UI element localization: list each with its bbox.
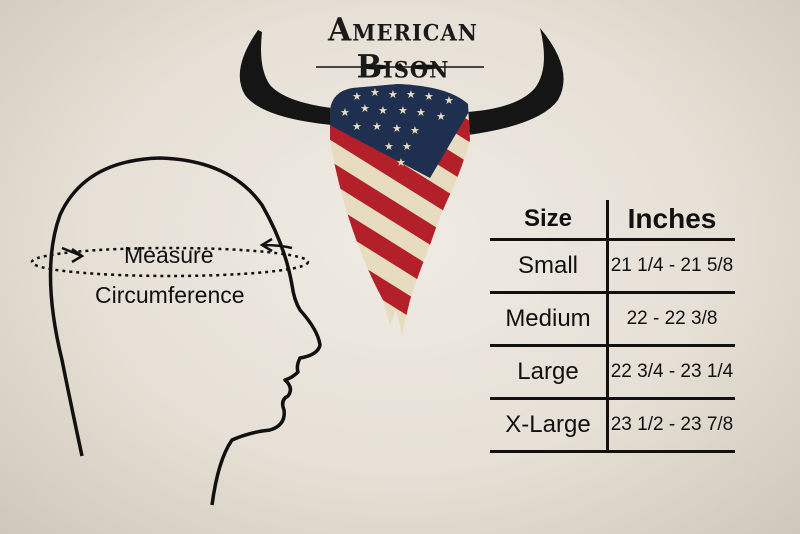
circumference-label: Circumference [95,282,245,308]
size-cell: X-Large [490,398,609,453]
svg-text:★: ★ [340,106,350,119]
measure-circle [30,246,310,278]
inches-cell: 22 - 22 3/8 [607,292,735,347]
svg-text:★: ★ [352,90,362,103]
svg-text:★: ★ [392,122,402,135]
svg-text:★: ★ [406,88,416,101]
svg-text:★: ★ [352,120,362,133]
header-inches: Inches [607,200,735,241]
svg-text:★: ★ [384,140,394,153]
table-header: Size Inches [490,200,735,241]
svg-text:★: ★ [388,88,398,101]
arrow-left-icon [61,246,85,264]
svg-text:★: ★ [378,104,388,117]
svg-text:★: ★ [372,120,382,133]
table-row: X-Large 23 1/2 - 23 7/8 [490,398,735,453]
size-cell: Small [490,239,609,294]
svg-text:★: ★ [424,90,434,103]
svg-text:★: ★ [396,156,406,169]
left-horn [239,30,332,125]
svg-text:★: ★ [398,104,408,117]
inches-cell: 22 3/4 - 23 1/4 [607,345,735,400]
table-row: Medium 22 - 22 3/8 [490,292,735,347]
size-cell: Large [490,345,609,400]
svg-text:★: ★ [410,124,420,137]
table-row: Large 22 3/4 - 23 1/4 [490,345,735,400]
svg-text:★: ★ [402,140,412,153]
size-cell: Medium [490,292,609,347]
head-outline [48,156,322,506]
svg-text:★: ★ [444,94,454,107]
inches-cell: 23 1/2 - 23 7/8 [607,398,735,453]
right-horn [468,28,564,135]
svg-text:★: ★ [416,106,426,119]
inches-cell: 21 1/4 - 21 5/8 [607,239,735,294]
measure-label: Measure [124,242,214,268]
size-chart-table: Size Inches Small 21 1/4 - 21 5/8 Medium… [490,200,735,453]
svg-text:★: ★ [360,102,370,115]
brand-logo: American Bison [327,12,478,86]
table-row: Small 21 1/4 - 21 5/8 [490,239,735,294]
header-size: Size [490,200,609,241]
svg-text:★: ★ [436,110,446,123]
divider-ornament [316,63,484,71]
svg-text:★: ★ [370,86,380,99]
arrow-right-icon [259,237,293,253]
